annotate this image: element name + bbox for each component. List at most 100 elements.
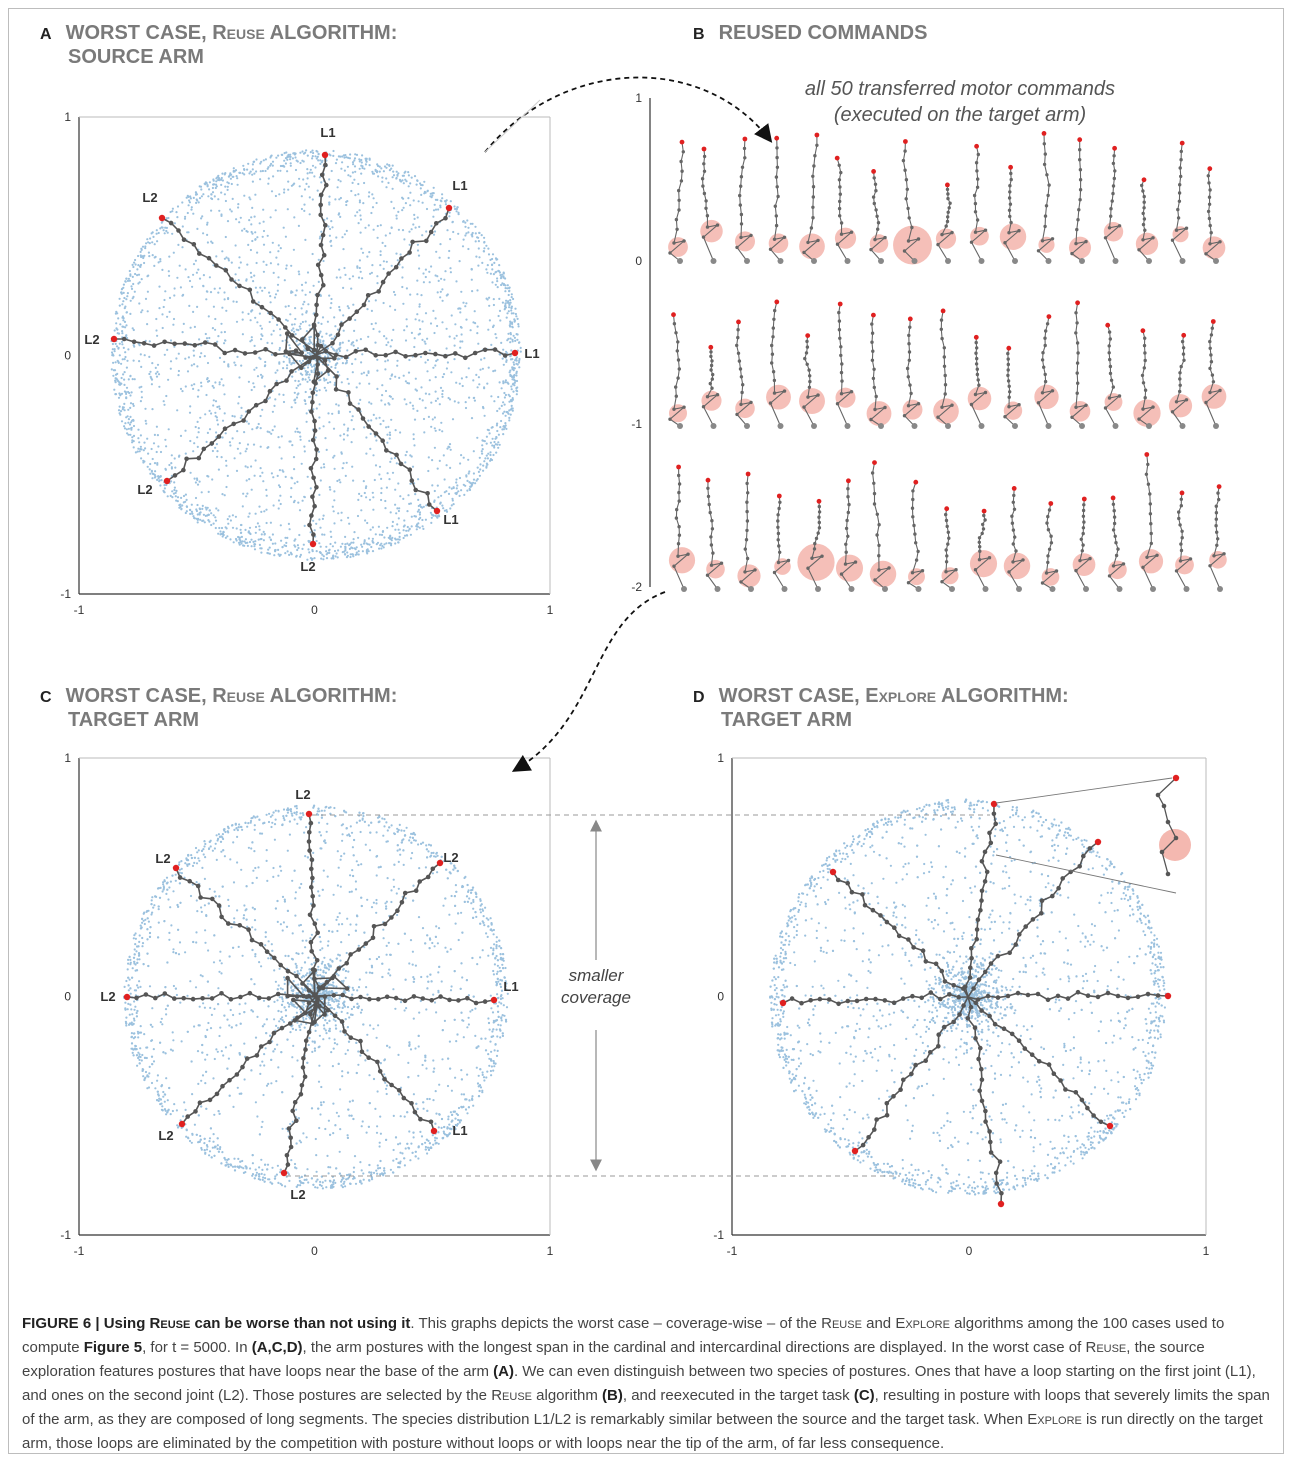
arm-joint: [377, 1069, 383, 1074]
arm-joint: [310, 494, 315, 500]
arm-base: [1016, 586, 1022, 592]
y-tick-label: -1: [60, 587, 71, 601]
arm-joint: [382, 921, 388, 927]
arm-joint: [1144, 472, 1149, 476]
arm-joint: [877, 568, 881, 572]
arm-joint: [311, 475, 316, 481]
arm-joint: [1184, 398, 1189, 402]
arm-joint: [1063, 1087, 1068, 1092]
arm-joint: [702, 154, 707, 159]
arm-joint: [247, 287, 253, 293]
arm-tip: [944, 506, 950, 512]
loop-highlight: [1168, 394, 1193, 418]
arm-joint: [1174, 569, 1179, 573]
arm-joint: [1216, 491, 1220, 495]
arm-joint: [333, 352, 339, 358]
loop-highlight: [999, 223, 1027, 250]
arm-joint: [971, 986, 976, 991]
arm-joint: [1075, 227, 1079, 232]
arm-joint: [1010, 514, 1014, 518]
arm-joint: [196, 455, 202, 461]
arm-joint: [428, 229, 434, 235]
arm-joint: [1141, 407, 1145, 411]
arm-joint: [976, 977, 982, 982]
arm-joint: [709, 354, 713, 359]
arm-posture: [280, 996, 319, 1177]
arm-joint: [873, 996, 878, 1002]
loop-highlight: [799, 388, 825, 415]
arm-joint: [840, 379, 844, 383]
arm-joint: [676, 340, 680, 344]
arm-joint: [1109, 207, 1113, 211]
arm-joint: [1208, 188, 1212, 192]
arm-joint: [1117, 224, 1122, 228]
arm-joint: [259, 304, 265, 310]
arm-joint: [988, 840, 994, 846]
arm-joint: [1085, 1105, 1090, 1111]
arm-joint: [323, 162, 328, 168]
arm-joint: [306, 988, 312, 993]
loop-highlight: [1034, 384, 1059, 410]
arm-joint: [702, 191, 707, 196]
arm-joint: [984, 869, 990, 875]
arm-joint: [676, 542, 681, 546]
arm-joint: [982, 849, 988, 855]
arm-joint: [1108, 371, 1113, 376]
reused-posture: [835, 301, 856, 429]
arm-joint: [1001, 1026, 1007, 1031]
arm-segments: [1104, 148, 1122, 262]
arm-joint: [1113, 534, 1117, 538]
arm-joint: [206, 255, 212, 261]
arm-joint: [1043, 379, 1048, 384]
arm-tip: [834, 155, 840, 161]
arm-tip: [1164, 992, 1172, 1000]
arm-joint: [1073, 1090, 1079, 1095]
arm-joint: [309, 409, 314, 414]
arm-joint: [838, 192, 842, 196]
arm-joint: [315, 262, 321, 268]
arm-joint: [229, 277, 234, 282]
arm-joint: [331, 974, 337, 979]
reused-posture: [1168, 332, 1193, 429]
arm-joint: [906, 239, 911, 243]
arm-tip: [671, 312, 676, 318]
arm-joint: [813, 541, 817, 546]
arm-joint: [1222, 552, 1226, 556]
arm-joint: [776, 519, 780, 523]
arm-joint: [1209, 353, 1213, 357]
arm-joint: [1005, 993, 1011, 999]
arm-joint: [274, 381, 279, 387]
arm-tip: [280, 1169, 288, 1177]
arm-joint: [1111, 191, 1115, 196]
arm-joint: [1074, 311, 1078, 315]
arm-joint: [399, 900, 405, 905]
posture-label: L2: [295, 787, 310, 802]
figure-frame: [8, 8, 1284, 1454]
reused-posture: [1034, 314, 1059, 429]
arm-joint: [676, 376, 680, 380]
arm-joint: [933, 961, 939, 967]
arm-joint: [862, 902, 868, 908]
arm-joint: [987, 830, 992, 836]
arm-joint: [349, 996, 354, 1002]
arm-joint: [845, 518, 849, 523]
reused-posture: [933, 308, 959, 429]
arm-base: [844, 258, 851, 264]
arm-joint: [709, 368, 713, 372]
arm-joint: [853, 560, 858, 564]
arm-joint: [737, 359, 742, 363]
arm-joint: [181, 467, 186, 473]
arm-joint: [956, 994, 961, 1000]
reused-posture: [1103, 322, 1123, 429]
arm-tip: [490, 996, 498, 1004]
arm-joint: [306, 1029, 312, 1035]
arm-tip: [1094, 838, 1102, 846]
arm-base: [1146, 423, 1152, 429]
arm-joint: [950, 230, 954, 235]
arm-joint: [675, 507, 679, 512]
arm-joint: [1142, 366, 1147, 370]
arm-joint: [870, 358, 875, 362]
arm-joint: [973, 210, 978, 214]
arm-joint: [973, 1000, 978, 1006]
arm-joint: [339, 1019, 345, 1024]
